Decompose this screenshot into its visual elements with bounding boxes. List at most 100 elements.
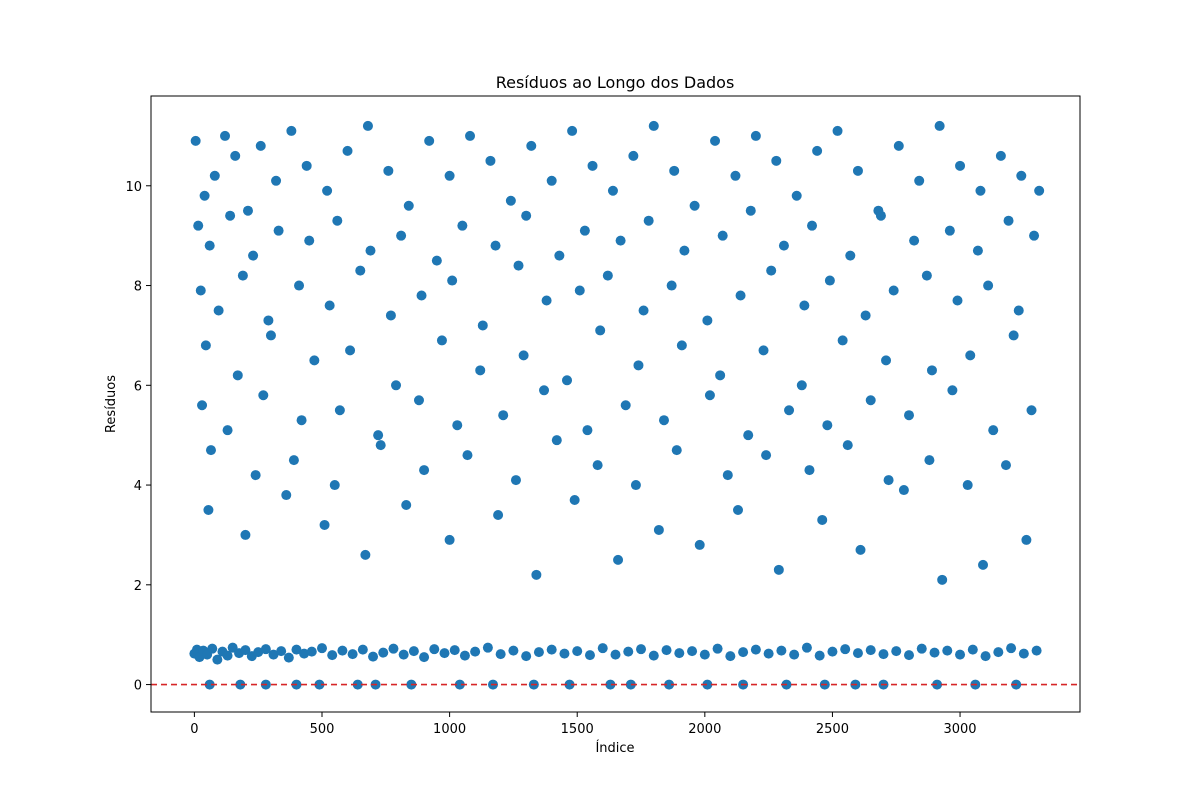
data-point	[378, 647, 389, 658]
data-point	[207, 643, 218, 654]
data-point	[710, 135, 721, 146]
data-point	[980, 651, 991, 662]
data-point	[342, 145, 353, 156]
data-point	[952, 295, 963, 306]
data-point	[230, 150, 241, 161]
data-point	[222, 425, 233, 436]
points-layer	[189, 120, 1045, 690]
data-point	[955, 649, 966, 660]
data-point	[572, 646, 583, 657]
data-point	[362, 120, 373, 131]
data-point	[508, 645, 519, 656]
data-point	[865, 395, 876, 406]
data-point	[209, 170, 220, 181]
data-point	[597, 643, 608, 654]
data-point	[962, 480, 973, 491]
data-point	[475, 365, 486, 376]
data-point	[205, 445, 216, 456]
data-point	[352, 679, 363, 690]
data-point	[942, 645, 953, 656]
data-point	[431, 255, 442, 266]
data-point	[1006, 643, 1017, 654]
data-point	[391, 380, 402, 391]
data-point	[401, 500, 412, 511]
data-point	[758, 345, 769, 356]
data-point	[972, 245, 983, 256]
x-tick-label: 500	[310, 722, 335, 737]
data-point	[403, 200, 414, 211]
data-point	[521, 651, 532, 662]
data-point	[329, 480, 340, 491]
data-point	[904, 410, 915, 421]
data-point	[875, 210, 886, 221]
data-point	[671, 445, 682, 456]
data-point	[301, 160, 312, 171]
data-point	[592, 460, 603, 471]
data-point	[498, 410, 509, 421]
data-point	[368, 651, 379, 662]
data-point	[203, 504, 214, 515]
data-point	[255, 140, 266, 151]
data-point	[457, 220, 468, 231]
data-point	[265, 330, 276, 341]
data-point	[541, 295, 552, 306]
data-point	[419, 652, 430, 663]
data-point	[669, 165, 680, 176]
data-point	[276, 646, 287, 657]
data-point	[965, 350, 976, 361]
data-point	[204, 240, 215, 251]
data-point	[855, 544, 866, 555]
data-point	[605, 679, 616, 690]
data-point	[993, 647, 1004, 658]
data-point	[334, 405, 345, 416]
data-point	[416, 290, 427, 301]
data-point	[865, 645, 876, 656]
data-point	[804, 465, 815, 476]
data-point	[373, 430, 384, 441]
data-point	[916, 643, 927, 654]
data-point	[286, 125, 297, 136]
data-point	[459, 650, 470, 661]
data-point	[546, 644, 557, 655]
data-point	[447, 275, 458, 286]
data-point	[898, 485, 909, 496]
data-point	[490, 240, 501, 251]
data-point	[306, 646, 317, 657]
data-point	[852, 165, 863, 176]
data-point	[715, 370, 726, 381]
data-point	[814, 650, 825, 661]
data-point	[559, 648, 570, 659]
data-point	[309, 355, 320, 366]
data-point	[299, 648, 310, 659]
data-point	[242, 205, 253, 216]
data-point	[551, 435, 562, 446]
plot-frame	[150, 95, 1081, 713]
data-point	[926, 365, 937, 376]
data-point	[1013, 305, 1024, 316]
data-point	[633, 360, 644, 371]
data-point	[761, 450, 772, 461]
data-point	[345, 345, 356, 356]
data-point	[485, 155, 496, 166]
data-point	[452, 420, 463, 431]
data-point	[582, 425, 593, 436]
data-point	[934, 120, 945, 131]
data-point	[424, 135, 435, 146]
data-point	[738, 647, 749, 658]
data-point	[837, 335, 848, 346]
data-point	[653, 524, 664, 535]
data-point	[324, 300, 335, 311]
data-point	[687, 646, 698, 657]
data-point	[319, 519, 330, 530]
data-point	[521, 210, 532, 221]
data-point	[878, 649, 889, 660]
data-point	[699, 649, 710, 660]
data-point	[197, 400, 208, 411]
data-point	[263, 315, 274, 326]
data-point	[584, 650, 595, 661]
data-point	[518, 350, 529, 361]
data-point	[881, 355, 892, 366]
data-point	[564, 679, 575, 690]
x-tick-label: 1000	[433, 722, 466, 737]
data-point	[689, 200, 700, 211]
